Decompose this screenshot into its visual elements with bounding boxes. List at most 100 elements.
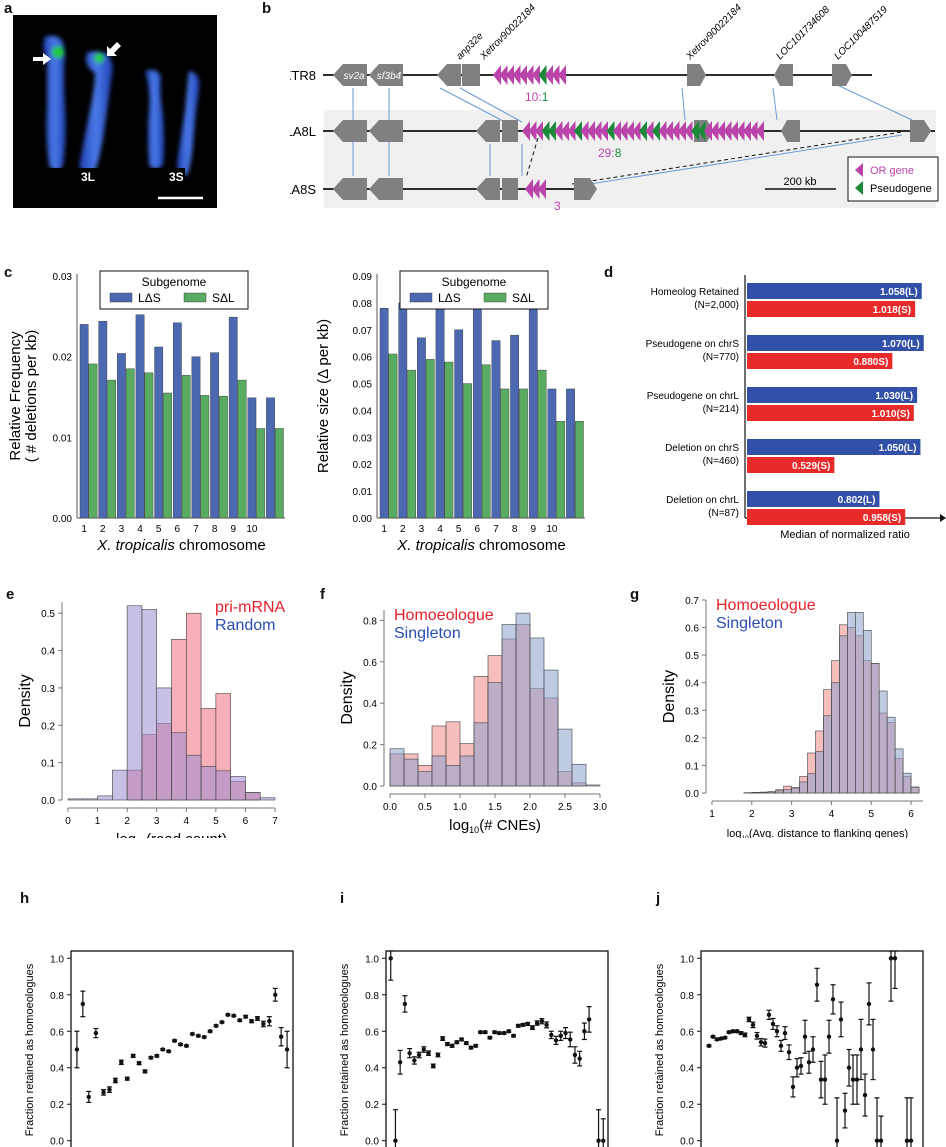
x-tick-label: 1 [81, 524, 87, 535]
data-point [101, 1090, 106, 1095]
x-tick-label: 4 [137, 524, 143, 535]
category-label: Homeolog Retained [651, 287, 739, 298]
y-tick-label: 0.03 [353, 433, 373, 444]
bar-S [747, 509, 906, 525]
hist-bar-random [230, 776, 246, 801]
x-axis-label: X. tropicalis chromosome [396, 537, 565, 554]
chart-c-size: 0.00 0.01 0.02 0.03 0.04 0.05 0.06 0.07 0.08 0.09… [315, 270, 585, 554]
hist-bar-singleton [862, 630, 872, 794]
category-label: Deletion on chrL [666, 495, 739, 506]
pseudogene-arrow [538, 65, 547, 85]
or-gene-arrow [538, 179, 546, 199]
chart-h-genomic-footprint: 0.00.20.40.60.81.02.53.03.54.04.55.05.5l… [24, 950, 294, 1147]
legend-entry: LΔS [438, 291, 461, 305]
label-3S: 3S [169, 170, 184, 184]
or-gene-arrow [600, 121, 608, 141]
chart-g-distance: 0.00.10.20.30.40.50.60.7123456log10(Avg.… [661, 596, 923, 838]
x-tick-label: 3.0 [593, 802, 607, 813]
data-point [838, 1017, 844, 1022]
or-gene-cluster-xla8s [525, 179, 546, 199]
hist-bar-singleton [807, 773, 816, 794]
data-point [231, 1013, 236, 1018]
data-point [750, 1022, 756, 1028]
hist-bar-random [97, 795, 113, 801]
x-axis-label-log: log [449, 817, 469, 834]
bar-LdS [566, 388, 575, 519]
bar-LdS [547, 388, 557, 519]
data-point [388, 956, 393, 961]
bar-L [747, 439, 921, 455]
y-tick-label: 0.6 [363, 658, 377, 669]
data-point [794, 1065, 800, 1070]
data-point [790, 1084, 796, 1090]
or-gene-arrow [551, 65, 560, 85]
data-point [854, 1077, 860, 1082]
bar-value-label: 0.802(L) [838, 495, 876, 506]
data-point [766, 1012, 772, 1018]
y-tick-label: 0.06 [353, 353, 373, 364]
fish-signal [94, 53, 104, 63]
data-point [261, 1021, 266, 1027]
or-gene-arrow [710, 121, 719, 141]
or-gene-arrow [528, 121, 537, 141]
y-axis-label: Fraction retained as homoeologues [654, 963, 666, 1136]
x-axis-arrow-icon [940, 514, 946, 522]
y-tick-label: 0.0 [50, 1137, 64, 1147]
data-point [412, 1058, 417, 1063]
y-tick-label: 0.0 [363, 782, 377, 793]
count-xla8s-or: 3 [554, 199, 561, 213]
hist-bar-singleton [431, 755, 447, 787]
chart-j-exon-number: 0.00.20.40.60.81.0020406080100Exon Numbe… [654, 950, 924, 1147]
x-tick-label: 2 [749, 809, 755, 820]
data-point [136, 1060, 142, 1066]
x-axis-label-rest: chromosome [475, 537, 566, 554]
data-point [273, 992, 278, 997]
data-point [482, 1029, 488, 1035]
gene-xetrov-2 [687, 64, 706, 86]
data-point [866, 1001, 872, 1007]
or-gene-arrow [506, 65, 514, 85]
hist-bar-random [141, 609, 158, 801]
gene-sf3b4 [369, 64, 403, 86]
bar-value-label: 1.058(L) [880, 287, 918, 298]
legend-entry: LΔS [138, 291, 161, 305]
y-tick-label: 0.01 [353, 487, 373, 498]
hist-bar-singleton [815, 751, 824, 794]
x-axis-label-sub: 10 [469, 825, 479, 835]
data-point [160, 1047, 165, 1052]
hist-bar-singleton [529, 637, 545, 787]
x-tick-label: 4 [184, 816, 190, 827]
data-point [267, 1019, 272, 1024]
panel-label-h: h [20, 890, 30, 907]
y-tick-label: 0.4 [363, 699, 377, 710]
data-point [473, 1043, 478, 1049]
chromosome-3L-1 [43, 35, 66, 172]
or-gene-arrow [580, 121, 589, 141]
y-tick-label: 0.2 [363, 741, 377, 752]
y-tick-label: 0.4 [365, 1064, 379, 1075]
bar-value-label: 0.958(S) [863, 513, 901, 524]
bar-LdS [172, 322, 182, 519]
data-point [440, 1036, 445, 1041]
or-gene-arrow [723, 121, 732, 141]
data-point [734, 1029, 740, 1034]
hist-bar-singleton [886, 716, 896, 794]
y-tick-label: 0.3 [685, 706, 699, 717]
panel-label-d: d [604, 264, 614, 281]
data-point [219, 1019, 225, 1025]
bar-LdS [454, 329, 464, 519]
y-tick-label: 0.0 [365, 1137, 379, 1147]
y-tick-label: 0.7 [685, 596, 699, 607]
y-tick-label: 0.4 [50, 1064, 64, 1075]
gene-sv2a [333, 64, 367, 86]
bar-LdS [379, 308, 389, 519]
or-gene-arrow [743, 121, 751, 141]
data-point [770, 1021, 776, 1027]
x-tick-label: 5 [213, 816, 219, 827]
data-point [534, 1020, 540, 1026]
data-point [278, 1034, 284, 1039]
data-point [822, 1077, 828, 1082]
gene-label-sf3b4: sf3b4 [377, 71, 402, 82]
bar-SdL [163, 392, 172, 519]
y-tick-label: 0.2 [680, 1100, 694, 1111]
